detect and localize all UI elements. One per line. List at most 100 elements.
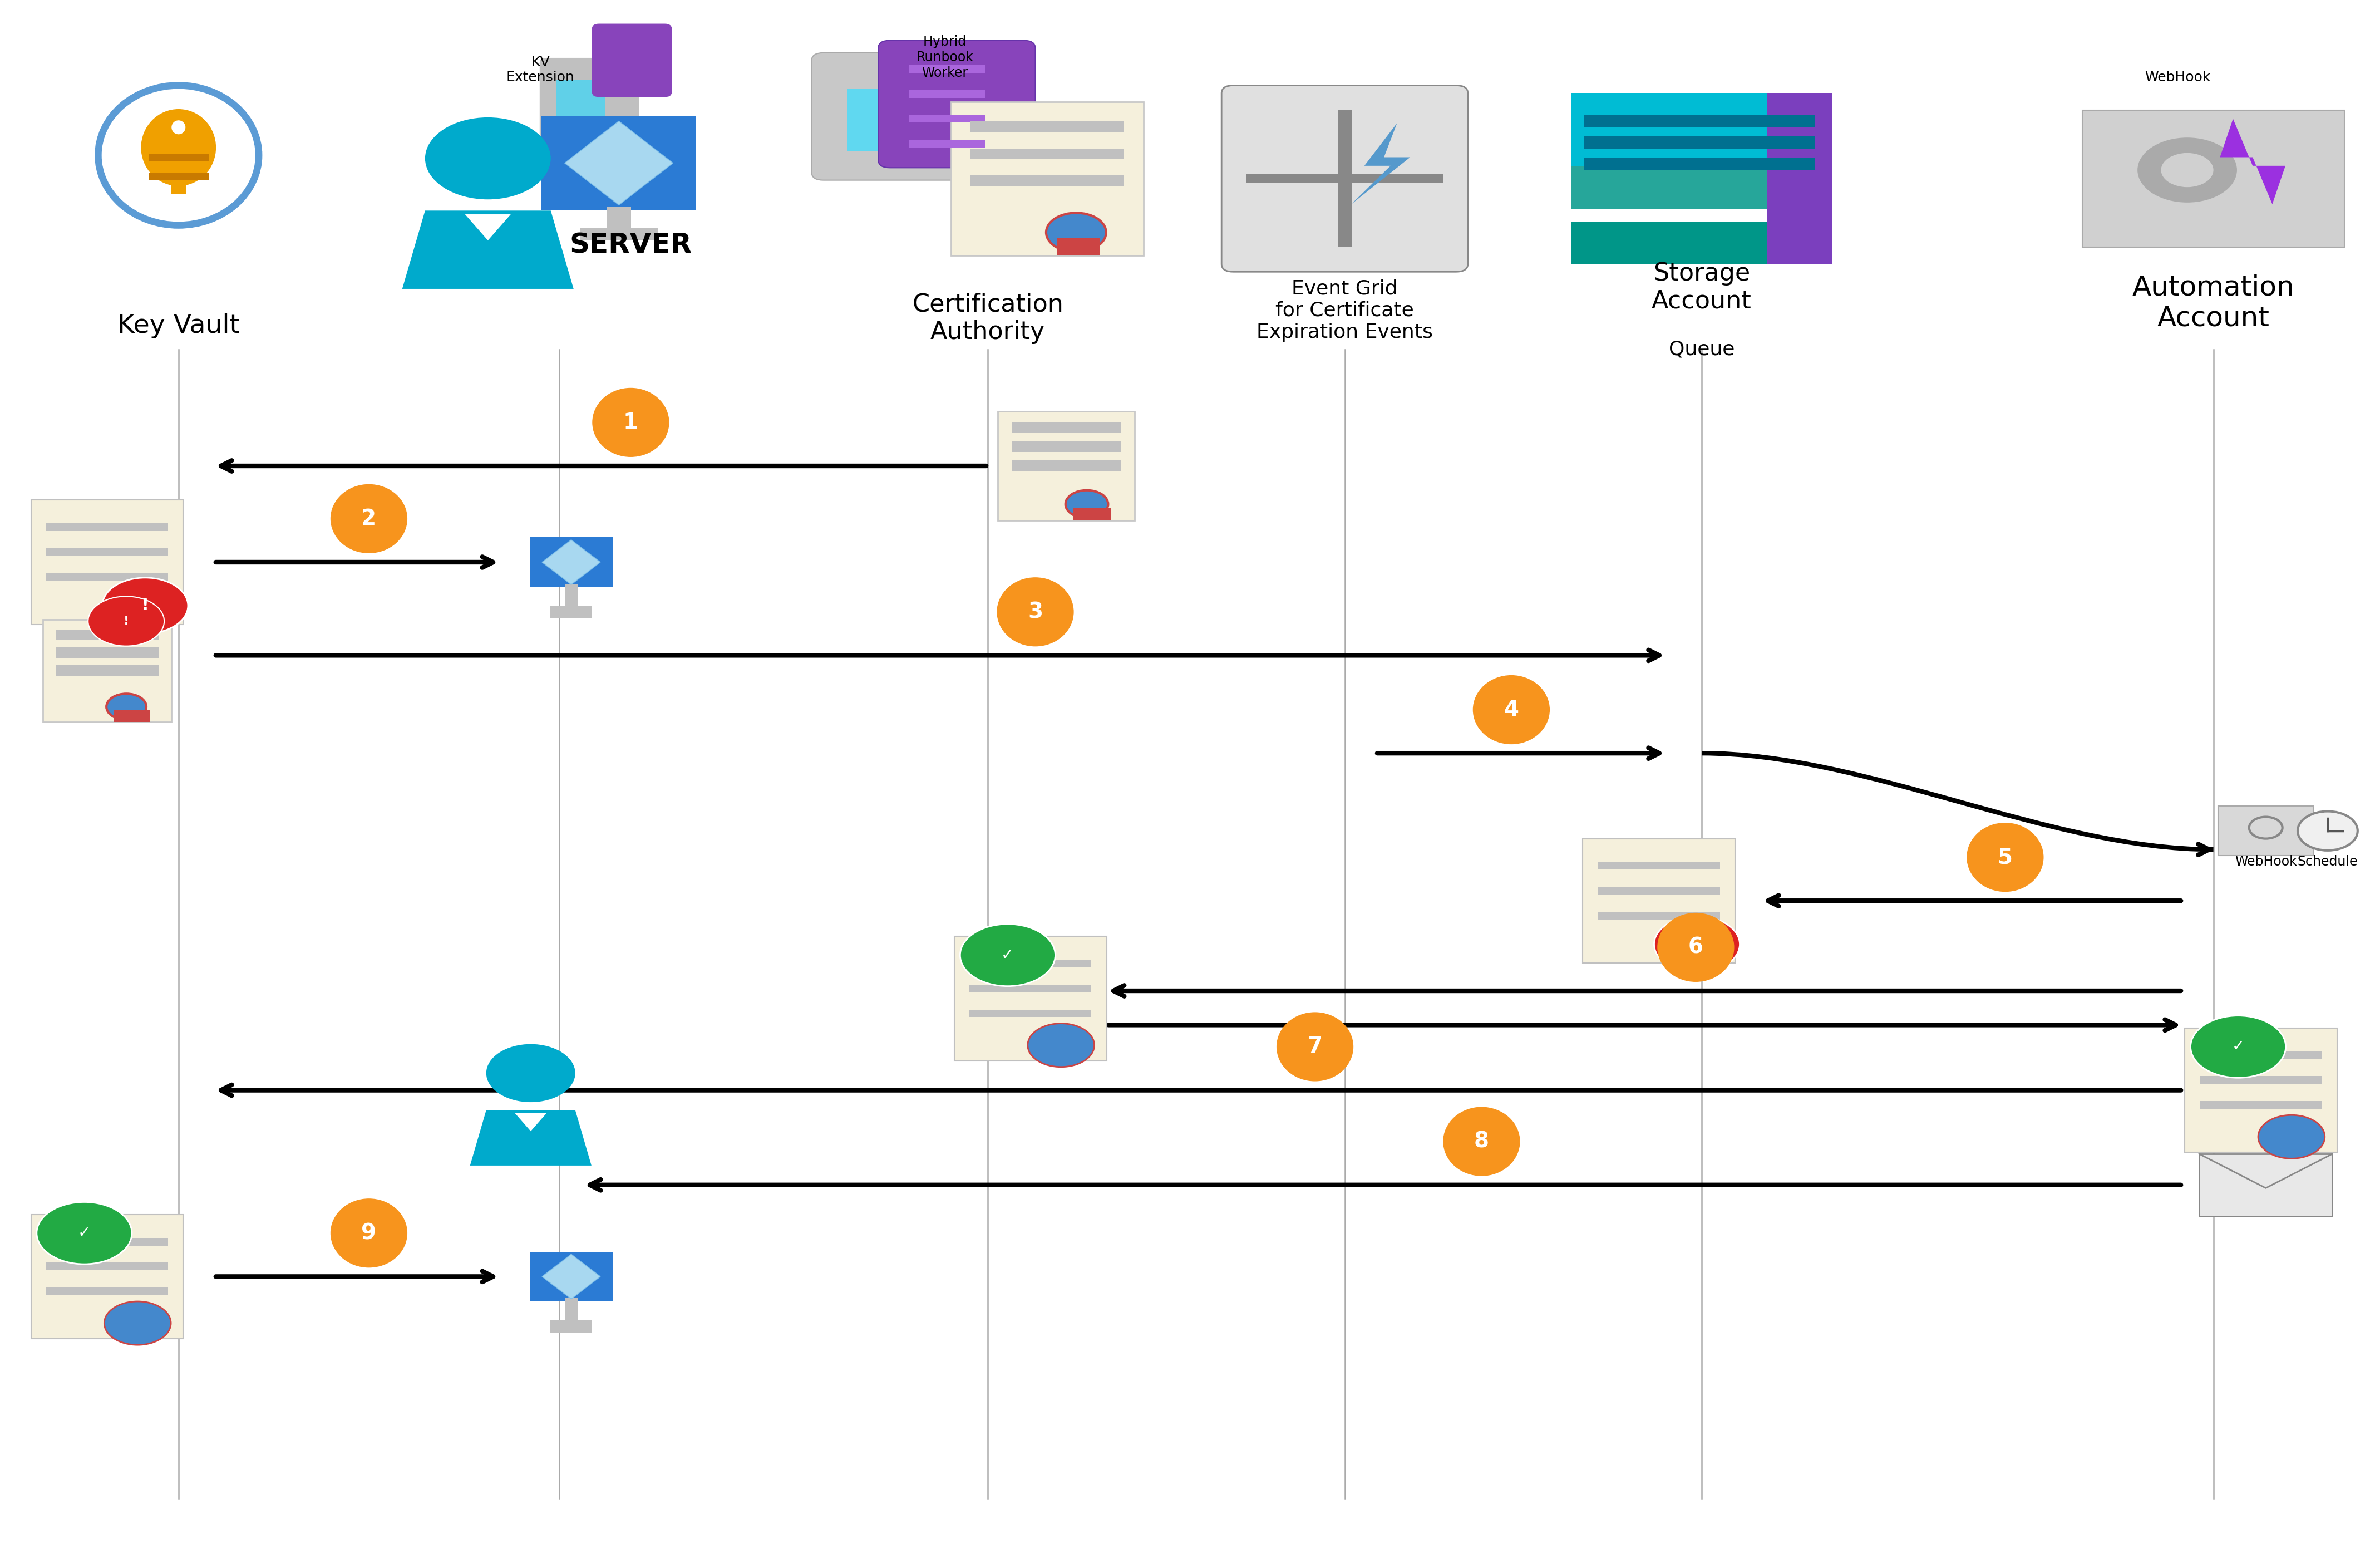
- Bar: [55, 629, 159, 640]
- Text: Schedule: Schedule: [2297, 856, 2359, 868]
- Text: Automation
Account: Automation Account: [2132, 273, 2294, 332]
- Bar: [1585, 137, 1814, 149]
- Bar: [528, 537, 612, 587]
- Text: KV
Extension: KV Extension: [507, 56, 574, 84]
- Text: ✓: ✓: [2232, 1039, 2244, 1054]
- Bar: [31, 1214, 183, 1339]
- Text: 6: 6: [1687, 936, 1704, 958]
- Bar: [909, 65, 985, 73]
- Circle shape: [88, 596, 164, 646]
- Bar: [45, 1287, 169, 1295]
- Bar: [971, 121, 1123, 132]
- Polygon shape: [514, 1112, 547, 1131]
- Text: Storage
Account: Storage Account: [1652, 261, 1752, 314]
- Ellipse shape: [1278, 1013, 1354, 1081]
- Polygon shape: [564, 121, 674, 205]
- Bar: [114, 711, 138, 722]
- Bar: [45, 548, 169, 556]
- Bar: [528, 1252, 612, 1301]
- Polygon shape: [464, 214, 512, 241]
- Circle shape: [959, 924, 1054, 986]
- Text: 4: 4: [1504, 699, 1518, 721]
- Bar: [1088, 508, 1111, 520]
- Bar: [564, 584, 578, 615]
- Text: SERVER: SERVER: [569, 231, 693, 259]
- FancyBboxPatch shape: [1221, 85, 1468, 272]
- Bar: [1073, 508, 1097, 520]
- Bar: [971, 149, 1123, 160]
- Bar: [45, 1238, 169, 1246]
- Ellipse shape: [1445, 1107, 1521, 1176]
- Polygon shape: [1352, 123, 1409, 203]
- Text: !: !: [143, 598, 148, 613]
- Bar: [969, 1009, 1092, 1017]
- Text: 7: 7: [1307, 1036, 1323, 1058]
- Bar: [954, 936, 1107, 1061]
- Bar: [1571, 222, 1833, 264]
- Bar: [997, 412, 1135, 520]
- Bar: [2082, 110, 2344, 247]
- Text: 2: 2: [362, 508, 376, 530]
- Text: Queue: Queue: [1668, 340, 1735, 359]
- Bar: [1571, 166, 1833, 208]
- Bar: [2199, 1101, 2323, 1109]
- Text: ✓: ✓: [79, 1225, 90, 1241]
- Bar: [1247, 174, 1442, 183]
- Bar: [1011, 461, 1121, 472]
- Text: 8: 8: [1473, 1131, 1490, 1152]
- Polygon shape: [543, 540, 600, 584]
- Bar: [2218, 806, 2313, 856]
- Bar: [1011, 422, 1121, 433]
- Bar: [148, 154, 209, 162]
- Circle shape: [2259, 1115, 2325, 1159]
- Circle shape: [105, 1301, 171, 1345]
- Circle shape: [2297, 811, 2359, 851]
- Bar: [564, 1298, 578, 1329]
- Ellipse shape: [1966, 823, 2042, 891]
- Text: WebHook: WebHook: [2144, 71, 2211, 84]
- Text: 5: 5: [1997, 846, 2013, 868]
- Circle shape: [1654, 916, 1740, 972]
- Bar: [581, 228, 657, 241]
- FancyBboxPatch shape: [878, 40, 1035, 168]
- Text: Certification
Authority: Certification Authority: [912, 292, 1064, 345]
- Bar: [1766, 93, 1833, 264]
- Polygon shape: [543, 1255, 600, 1298]
- Bar: [126, 711, 150, 722]
- Text: ✓: ✓: [1002, 947, 1014, 963]
- Text: WebHook: WebHook: [2235, 856, 2297, 868]
- Bar: [1057, 238, 1081, 255]
- Text: Hybrid
Runbook
Worker: Hybrid Runbook Worker: [916, 36, 973, 79]
- Ellipse shape: [331, 485, 407, 553]
- Text: 9: 9: [362, 1222, 376, 1244]
- Bar: [969, 960, 1092, 968]
- Bar: [31, 500, 183, 624]
- Bar: [1571, 93, 1833, 166]
- Circle shape: [1066, 491, 1109, 519]
- Circle shape: [36, 1202, 131, 1264]
- Bar: [909, 140, 985, 148]
- Text: 3: 3: [1028, 601, 1042, 623]
- Bar: [1076, 238, 1100, 255]
- Bar: [952, 102, 1145, 255]
- Bar: [1338, 110, 1352, 247]
- Bar: [1583, 839, 1735, 963]
- Bar: [607, 207, 631, 238]
- Bar: [2199, 1154, 2332, 1216]
- Circle shape: [1028, 1023, 1095, 1067]
- Polygon shape: [2221, 120, 2285, 203]
- Bar: [550, 606, 593, 618]
- Text: Event Grid
for Certificate
Expiration Events: Event Grid for Certificate Expiration Ev…: [1257, 280, 1433, 342]
- Bar: [43, 620, 171, 722]
- Ellipse shape: [997, 578, 1073, 646]
- Ellipse shape: [593, 388, 669, 457]
- Circle shape: [486, 1044, 576, 1103]
- Bar: [1597, 862, 1721, 870]
- Bar: [1597, 887, 1721, 895]
- Text: 1: 1: [624, 412, 638, 433]
- Bar: [971, 175, 1123, 186]
- Bar: [543, 116, 697, 210]
- Ellipse shape: [140, 109, 217, 186]
- Bar: [55, 665, 159, 676]
- Bar: [1011, 441, 1121, 452]
